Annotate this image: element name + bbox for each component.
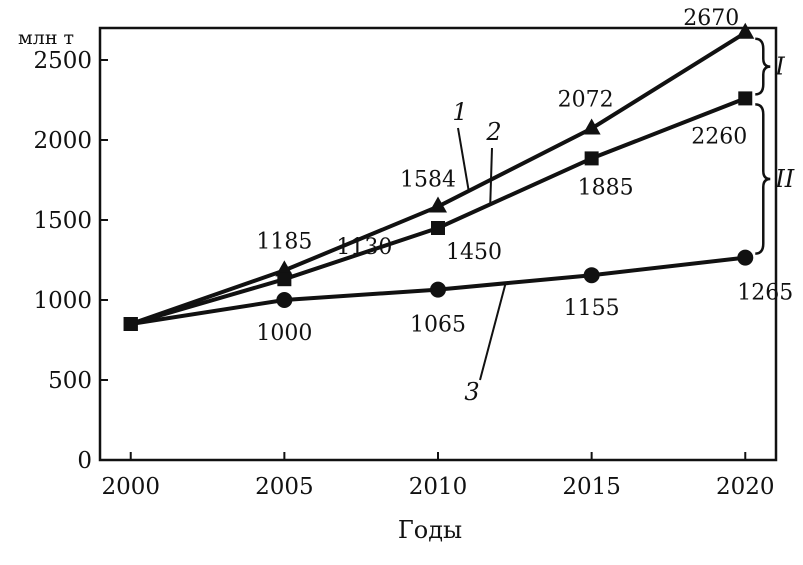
y-tick-label: 1500	[33, 208, 92, 234]
data-label: 1185	[256, 229, 312, 254]
x-tick-label: 2000	[101, 474, 160, 500]
series-3-point	[737, 249, 754, 266]
brace-label: II	[774, 165, 794, 193]
series-group	[123, 22, 755, 331]
data-label: 2260	[691, 124, 747, 149]
series-2-number: 2	[485, 118, 501, 146]
brace-label: I	[774, 53, 785, 81]
series-3-number: 3	[464, 378, 479, 406]
x-tick-label: 2010	[409, 474, 468, 500]
data-label: 1584	[400, 168, 456, 193]
data-label: 1450	[446, 240, 502, 265]
y-axis-label: млн т	[18, 27, 74, 49]
data-label: 1155	[564, 296, 620, 321]
x-tick-label: 2005	[255, 474, 314, 500]
x-tick-label: 2020	[716, 474, 775, 500]
y-tick-label: 2500	[33, 48, 92, 74]
data-labels: 1185 1584 2072 2670 1130 1450 1885 2260 1000 1065…	[256, 6, 793, 346]
brace-group: III	[755, 37, 795, 255]
series-1-point	[582, 118, 601, 135]
series-2-point	[431, 221, 445, 235]
brace-II	[755, 103, 771, 255]
y-tick-label: 2000	[33, 128, 92, 154]
data-label: 2072	[558, 87, 614, 112]
plot-frame	[98, 26, 778, 462]
y-axis: 0 500 1000 1500 2000 2500	[33, 48, 108, 474]
data-label: 1130	[336, 235, 392, 260]
y-tick-label: 0	[77, 448, 92, 474]
series-3-point	[430, 281, 446, 298]
series-3-point	[276, 292, 293, 308]
series-3-point	[583, 267, 600, 284]
y-tick-label: 1000	[33, 288, 92, 314]
series-1-number: 1	[452, 98, 467, 126]
data-label: 2670	[683, 6, 739, 31]
data-label: 1885	[578, 175, 634, 200]
series-2-leader	[489, 147, 493, 205]
series-3-point	[123, 317, 138, 331]
data-label: 1000	[256, 321, 312, 346]
data-label: 1065	[410, 313, 466, 338]
series-2-point	[738, 91, 753, 106]
x-axis: 2000 2005 2010 2015 2020	[101, 452, 775, 500]
series-1-leader	[457, 127, 470, 192]
series-1-point	[429, 196, 447, 213]
data-label: 1265	[737, 281, 793, 306]
x-tick-label: 2015	[562, 474, 621, 500]
x-axis-label: Годы	[398, 516, 462, 544]
y-tick-label: 500	[48, 368, 92, 394]
brace-I	[755, 37, 771, 96]
series-3-leader	[479, 283, 507, 381]
series-annotations: 12 3	[452, 98, 507, 406]
series-1-point	[736, 22, 755, 39]
series-2-point	[584, 151, 599, 166]
series-2-point	[277, 272, 292, 287]
